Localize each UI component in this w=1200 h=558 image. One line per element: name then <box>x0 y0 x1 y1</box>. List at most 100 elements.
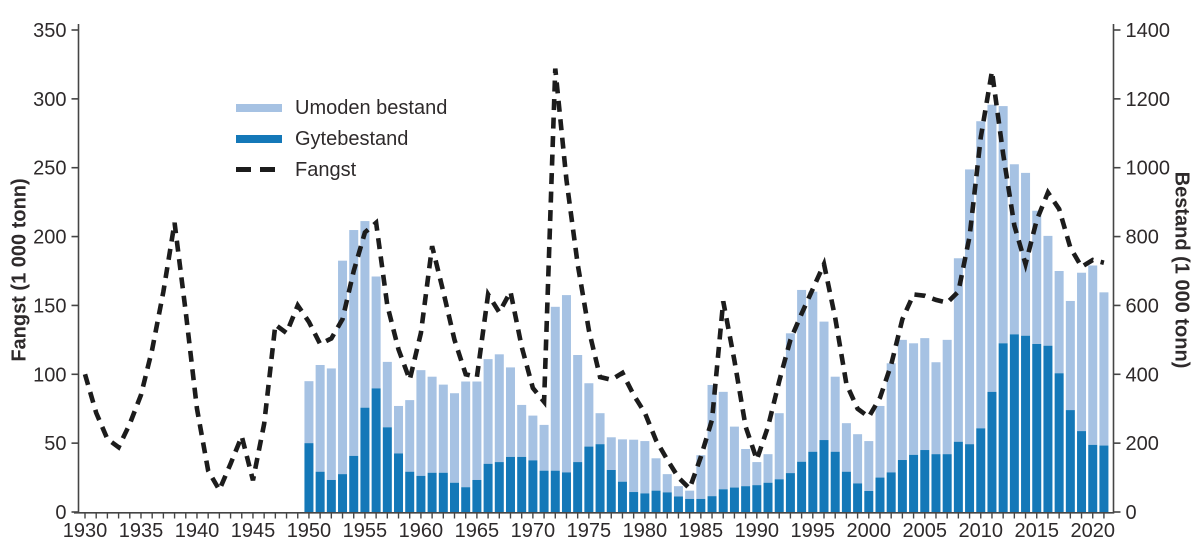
bar-gyte-2000 <box>864 490 874 512</box>
bar-gyte-1963 <box>450 482 460 512</box>
bar-umoden-1994 <box>797 289 807 462</box>
bar-gyte-1955 <box>360 407 370 512</box>
bar-gyte-2013 <box>1009 334 1019 512</box>
bar-gyte-1970 <box>528 460 538 512</box>
bar-umoden-1965 <box>472 381 482 480</box>
bar-umoden-1956 <box>371 276 381 389</box>
bar-umoden-1996 <box>819 321 829 441</box>
bar-gyte-1984 <box>685 498 695 512</box>
x-axis-tick-1935: 1935 <box>119 520 164 542</box>
bar-gyte-1982 <box>662 492 672 512</box>
right-axis-tick-1400: 1400 <box>1126 20 1171 42</box>
bar-gyte-1991 <box>763 482 773 512</box>
left-axis-tick-50: 50 <box>44 433 66 455</box>
right-axis-tick-400: 400 <box>1126 364 1159 386</box>
x-axis-tick-1955: 1955 <box>343 520 388 542</box>
bar-gyte-1972 <box>550 470 560 512</box>
x-axis-tick-2005: 2005 <box>903 520 948 542</box>
right-axis-title: Bestand (1 000 tonn) <box>1170 171 1193 369</box>
bar-umoden-1953 <box>338 260 348 475</box>
bar-umoden-1950 <box>304 381 314 444</box>
bar-gyte-2011 <box>987 391 997 512</box>
bar-gyte-1951 <box>315 471 325 512</box>
bar-umoden-1967 <box>494 354 504 463</box>
bar-umoden-1969 <box>517 404 527 457</box>
bar-gyte-2014 <box>1021 335 1031 512</box>
bar-umoden-2003 <box>897 339 907 461</box>
left-axis-tick-200: 200 <box>33 227 66 249</box>
bar-umoden-1988 <box>729 426 739 488</box>
bar-umoden-2021 <box>1099 292 1109 446</box>
bar-gyte-2008 <box>953 441 963 512</box>
bar-gyte-1973 <box>561 472 571 512</box>
bar-umoden-2004 <box>909 343 919 455</box>
x-axis-tick-1930: 1930 <box>63 520 108 542</box>
x-axis-tick-1980: 1980 <box>623 520 668 542</box>
bar-gyte-1962 <box>438 472 448 512</box>
bar-umoden-2010 <box>976 121 986 429</box>
legend-item-fangst: Fangst <box>236 154 447 185</box>
bar-gyte-2019 <box>1077 431 1087 512</box>
bar-gyte-1958 <box>394 453 404 512</box>
x-axis-tick-1960: 1960 <box>399 520 444 542</box>
bar-umoden-1986 <box>707 384 717 497</box>
bar-gyte-1976 <box>595 444 605 512</box>
bar-umoden-2019 <box>1077 272 1087 432</box>
bar-gyte-1960 <box>416 475 426 512</box>
bar-umoden-1968 <box>505 367 515 457</box>
x-axis-tick-1975: 1975 <box>567 520 612 542</box>
bar-gyte-2006 <box>931 454 941 512</box>
bar-gyte-1985 <box>696 498 706 512</box>
legend: Umoden bestand Gytebestand Fangst <box>236 92 447 185</box>
bar-gyte-1995 <box>808 451 818 512</box>
bar-gyte-2003 <box>897 460 907 512</box>
bar-gyte-1998 <box>841 471 851 512</box>
bar-umoden-1976 <box>595 413 605 445</box>
bar-gyte-1977 <box>606 469 616 512</box>
bar-umoden-2017 <box>1054 271 1064 374</box>
fangst-dashed-line-swatch-icon <box>236 167 282 172</box>
bar-gyte-1990 <box>752 485 762 512</box>
bar-gyte-1974 <box>573 462 583 512</box>
x-axis-tick-1965: 1965 <box>455 520 500 542</box>
bar-umoden-1971 <box>539 424 549 471</box>
x-axis-tick-1985: 1985 <box>679 520 724 542</box>
umoden-bestand-swatch-icon <box>236 103 282 112</box>
bar-gyte-1969 <box>517 456 527 512</box>
bar-umoden-2001 <box>875 405 885 478</box>
bar-umoden-1973 <box>561 295 571 473</box>
bar-umoden-1984 <box>685 490 695 499</box>
bar-umoden-1963 <box>450 393 460 483</box>
bar-gyte-2007 <box>942 454 952 512</box>
gytebestand-swatch-icon <box>236 134 282 143</box>
bar-umoden-2020 <box>1088 265 1098 445</box>
left-axis-tick-350: 350 <box>33 20 66 42</box>
bar-umoden-1960 <box>416 370 426 476</box>
bar-gyte-1967 <box>494 462 504 512</box>
bar-umoden-2011 <box>987 104 997 392</box>
bar-gyte-2020 <box>1088 444 1098 512</box>
bar-gyte-2021 <box>1099 445 1109 512</box>
bar-gyte-1964 <box>461 487 471 512</box>
bar-umoden-1977 <box>606 437 616 470</box>
bar-gyte-2010 <box>976 428 986 512</box>
bar-gyte-1952 <box>326 479 336 512</box>
legend-item-gytebestand: Gytebestand <box>236 123 447 154</box>
left-axis-title: Fangst (1 000 tonn) <box>8 178 31 362</box>
bar-umoden-1995 <box>808 291 818 452</box>
left-axis-tick-150: 150 <box>33 295 66 317</box>
x-axis-tick-1990: 1990 <box>735 520 780 542</box>
bar-umoden-1982 <box>662 474 672 493</box>
bar-umoden-2006 <box>931 362 941 455</box>
bar-umoden-2008 <box>953 258 963 442</box>
bar-umoden-2012 <box>998 106 1008 344</box>
bar-gyte-2009 <box>965 444 975 512</box>
bar-umoden-1999 <box>853 434 863 484</box>
bar-gyte-1966 <box>483 463 493 512</box>
bar-umoden-1991 <box>763 454 773 483</box>
legend-label: Gytebestand <box>295 127 409 150</box>
bar-umoden-2018 <box>1065 300 1075 411</box>
right-axis-tick-800: 800 <box>1126 227 1159 249</box>
right-axis-tick-1000: 1000 <box>1126 158 1171 180</box>
